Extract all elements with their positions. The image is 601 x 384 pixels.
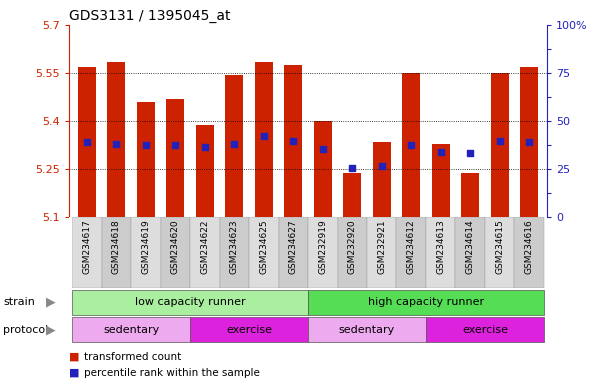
Bar: [514, 217, 544, 288]
Bar: [462, 172, 479, 217]
Point: [112, 141, 121, 147]
Bar: [137, 102, 154, 217]
Bar: [338, 217, 367, 288]
Text: GSM234627: GSM234627: [288, 220, 297, 274]
Text: GSM234622: GSM234622: [200, 220, 209, 274]
Text: GSM232920: GSM232920: [348, 220, 357, 274]
Bar: [426, 217, 456, 288]
Bar: [491, 73, 508, 217]
Bar: [72, 217, 102, 288]
Text: percentile rank within the sample: percentile rank within the sample: [84, 368, 260, 378]
Bar: [373, 142, 391, 217]
Text: GSM234617: GSM234617: [82, 220, 91, 274]
Bar: [72, 290, 308, 314]
Text: GSM234616: GSM234616: [525, 220, 534, 274]
Point: [495, 137, 504, 144]
Point: [288, 137, 298, 144]
Bar: [72, 318, 190, 342]
Bar: [131, 217, 160, 288]
Bar: [190, 318, 308, 342]
Bar: [367, 217, 397, 288]
Text: GSM234620: GSM234620: [171, 220, 180, 274]
Bar: [520, 67, 538, 217]
Bar: [432, 144, 450, 217]
Bar: [255, 62, 273, 217]
Point: [347, 165, 357, 171]
Text: transformed count: transformed count: [84, 351, 182, 362]
Text: GDS3131 / 1395045_at: GDS3131 / 1395045_at: [69, 9, 231, 23]
Point: [82, 139, 91, 145]
Text: sedentary: sedentary: [339, 325, 395, 335]
Point: [200, 144, 210, 150]
Text: GSM234623: GSM234623: [230, 220, 239, 274]
Bar: [308, 318, 426, 342]
Point: [436, 149, 445, 155]
Bar: [190, 217, 219, 288]
Bar: [166, 99, 184, 217]
Bar: [308, 290, 544, 314]
Bar: [308, 217, 338, 288]
Text: sedentary: sedentary: [103, 325, 159, 335]
Point: [377, 163, 386, 169]
Point: [406, 142, 416, 148]
Bar: [426, 318, 544, 342]
Bar: [314, 121, 332, 217]
Text: GSM234613: GSM234613: [436, 220, 445, 274]
Text: GSM234614: GSM234614: [466, 220, 475, 274]
Bar: [102, 217, 131, 288]
Text: low capacity runner: low capacity runner: [135, 297, 245, 307]
Bar: [403, 73, 420, 217]
Text: ▶: ▶: [46, 296, 55, 309]
Text: ▶: ▶: [46, 323, 55, 336]
Text: ■: ■: [69, 351, 79, 362]
Bar: [278, 217, 308, 288]
Text: GSM234612: GSM234612: [407, 220, 416, 274]
Text: protocol: protocol: [3, 325, 48, 335]
Bar: [397, 217, 426, 288]
Point: [230, 141, 239, 147]
Bar: [108, 62, 125, 217]
Point: [171, 142, 180, 148]
Text: GSM234615: GSM234615: [495, 220, 504, 274]
Text: exercise: exercise: [226, 325, 272, 335]
Bar: [249, 217, 278, 288]
Text: GSM234619: GSM234619: [141, 220, 150, 274]
Bar: [343, 172, 361, 217]
Bar: [78, 67, 96, 217]
Point: [259, 132, 269, 139]
Bar: [485, 217, 514, 288]
Text: ■: ■: [69, 368, 79, 378]
Bar: [196, 124, 213, 217]
Text: GSM232919: GSM232919: [319, 220, 328, 274]
Point: [318, 146, 328, 152]
Text: GSM234625: GSM234625: [259, 220, 268, 274]
Point: [465, 150, 475, 156]
Bar: [69, 217, 72, 288]
Text: strain: strain: [3, 297, 35, 307]
Text: exercise: exercise: [462, 325, 508, 335]
Bar: [284, 65, 302, 217]
Point: [525, 139, 534, 145]
Bar: [219, 217, 249, 288]
Bar: [225, 75, 243, 217]
Text: high capacity runner: high capacity runner: [368, 297, 484, 307]
Point: [141, 142, 151, 148]
Text: GSM232921: GSM232921: [377, 220, 386, 274]
Text: GSM234618: GSM234618: [112, 220, 121, 274]
Bar: [456, 217, 485, 288]
Bar: [160, 217, 190, 288]
